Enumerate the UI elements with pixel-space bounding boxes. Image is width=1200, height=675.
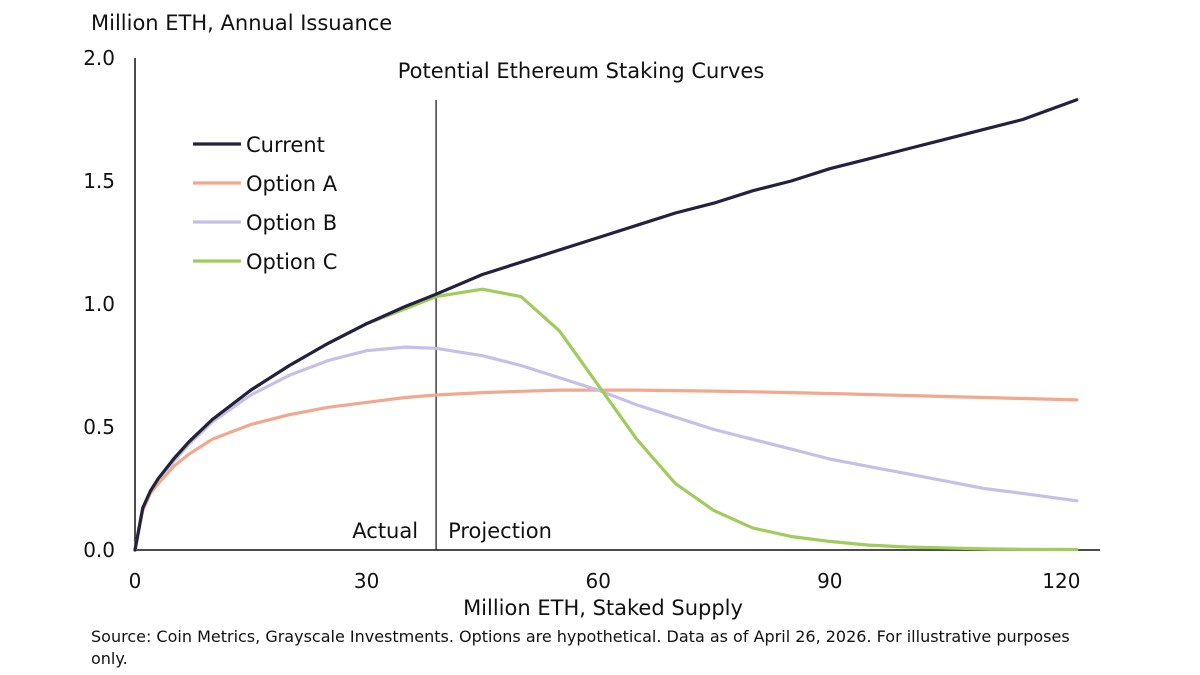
y-tick-label: 1.0 bbox=[83, 292, 115, 316]
series-line-option-a bbox=[133, 388, 1079, 552]
series-line-option-b bbox=[133, 345, 1079, 552]
y-tick-label: 0.5 bbox=[83, 415, 115, 439]
y-tick-label: 2.0 bbox=[83, 46, 115, 70]
staking-curves-chart: Million ETH, Annual Issuance Potential E… bbox=[83, 11, 1100, 620]
legend-label: Option C bbox=[246, 250, 337, 274]
y-tick-label: 0.0 bbox=[83, 538, 115, 562]
x-tick-label: 90 bbox=[817, 569, 842, 593]
series-lines bbox=[133, 98, 1079, 552]
source-note: Source: Coin Metrics, Grayscale Investme… bbox=[91, 627, 1070, 668]
y-axis-ticks: 0.0 0.5 1.0 1.5 2.0 bbox=[83, 46, 115, 562]
x-tick-label: 30 bbox=[354, 569, 379, 593]
x-tick-label: 120 bbox=[1042, 569, 1080, 593]
series-line-current bbox=[133, 98, 1079, 552]
y-tick-label: 1.5 bbox=[83, 169, 115, 193]
legend-label: Option A bbox=[246, 172, 338, 196]
chart-title: Potential Ethereum Staking Curves bbox=[398, 59, 765, 83]
y-axis-title: Million ETH, Annual Issuance bbox=[91, 11, 392, 35]
legend-label: Current bbox=[246, 133, 325, 157]
actual-label: Actual bbox=[352, 519, 418, 543]
x-axis-ticks: 0 30 60 90 120 bbox=[129, 569, 1081, 593]
x-axis-title: Million ETH, Staked Supply bbox=[463, 596, 743, 620]
projection-label: Projection bbox=[448, 519, 552, 543]
x-tick-label: 0 bbox=[129, 569, 142, 593]
x-tick-label: 60 bbox=[585, 569, 610, 593]
legend-label: Option B bbox=[246, 211, 337, 235]
legend: Current Option A Option B Option C bbox=[193, 133, 338, 274]
